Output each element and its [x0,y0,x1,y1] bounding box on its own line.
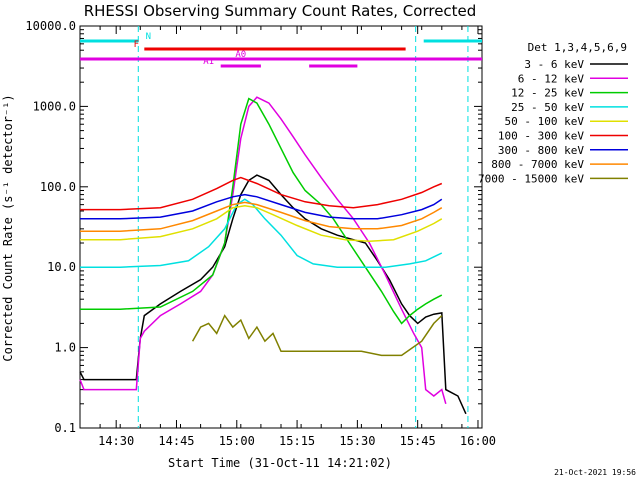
legend-label-1: 6 - 12 keV [518,72,585,85]
flag-label-a0: A0 [235,50,246,60]
flag-label-n: N [146,32,151,42]
legend-label-7: 800 - 7000 keV [491,158,584,171]
x-tick-label: 14:30 [98,434,134,448]
y-tick-label: 10000.0 [25,19,76,33]
series-line-4 [80,205,443,243]
legend-label-2: 12 - 25 keV [511,87,584,100]
chart-title: RHESSI Observing Summary Count Rates, Co… [84,2,477,20]
x-tick-label: 15:15 [279,434,315,448]
series-line-8 [191,314,443,357]
x-axis-label: Start Time (31-Oct-11 14:21:02) [168,456,392,470]
y-tick-label: 0.1 [54,421,76,435]
series-line-6 [80,193,443,220]
legend-label-4: 50 - 100 keV [505,115,585,128]
series-line-2 [80,97,443,325]
series-line-7 [80,201,443,232]
y-tick-label: 1000.0 [33,99,76,113]
legend-label-6: 300 - 800 keV [498,144,584,157]
x-tick-label: 16:00 [460,434,496,448]
x-tick-label: 15:30 [339,434,375,448]
flag-label-f: F [134,40,139,50]
y-axis-label: Corrected Count Rate (s⁻¹ detector⁻¹) [1,94,15,361]
x-tick-label: 15:00 [219,434,255,448]
series-line-3 [80,198,443,268]
plot-frame [79,25,483,429]
y-tick-label: 10.0 [47,260,76,274]
series-line-0 [79,174,467,415]
series-line-5 [80,176,443,211]
legend-label-5: 100 - 300 keV [498,130,584,143]
footer-date: 21-Oct-2021 19:56 [554,468,636,477]
legend-label-0: 3 - 6 keV [524,58,584,71]
detector-label: Det 1,3,4,5,6,9 [528,41,627,54]
flag-label-a1: A1 [203,57,214,67]
legend-label-8: 7000 - 15000 keV [478,172,584,185]
x-tick-label: 15:45 [400,434,436,448]
y-tick-label: 1.0 [54,341,76,355]
y-tick-label: 100.0 [40,180,76,194]
x-tick-label: 14:45 [158,434,194,448]
series-line-1 [79,96,447,405]
legend-label-3: 25 - 50 keV [511,101,584,114]
